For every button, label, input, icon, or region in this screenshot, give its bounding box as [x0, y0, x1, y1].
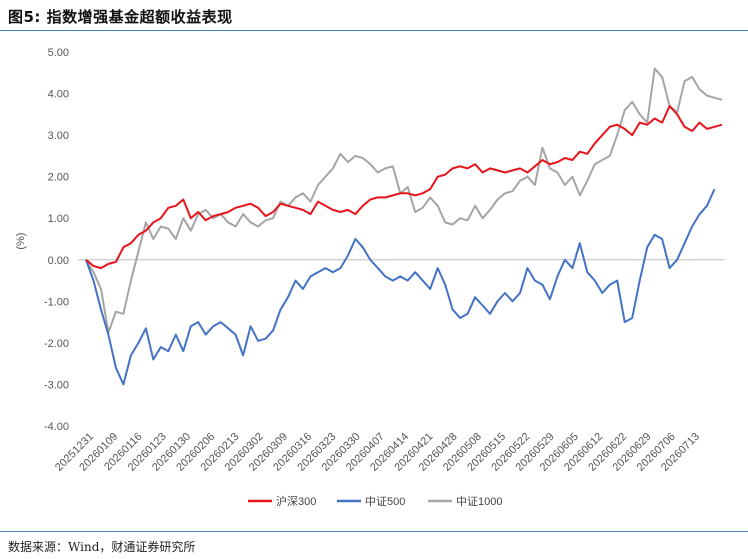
- y-tick-label: 1.00: [48, 213, 69, 225]
- y-tick-label: 5.00: [48, 47, 69, 59]
- bottom-divider: [0, 531, 748, 532]
- series-line: [85, 188, 716, 386]
- y-tick-label: 4.00: [48, 89, 69, 101]
- series-lines: [85, 67, 723, 386]
- source-note: 数据来源：Wind，财通证券研究所: [8, 540, 196, 554]
- top-divider: [0, 30, 748, 31]
- y-axis-label: (%): [15, 233, 27, 250]
- legend: 沪深300 中证500 中证1000: [248, 494, 502, 508]
- x-axis: 2025123120260109202601162026012320260130…: [53, 431, 702, 474]
- legend-label: 中证500: [365, 495, 405, 508]
- y-tick-label: 0.00: [48, 255, 69, 267]
- chart-title: 图5: 指数增强基金超额收益表现: [8, 8, 233, 26]
- y-tick-label: 2.00: [48, 172, 69, 184]
- y-tick-label: -2.00: [44, 338, 69, 350]
- y-tick-label: -4.00: [44, 421, 69, 433]
- y-tick-label: -3.00: [44, 379, 69, 391]
- series-line: [85, 67, 723, 334]
- y-axis: 5.00 4.00 3.00 2.00 1.00 0.00 -1.00 -2.00 -3.00 -…: [44, 47, 69, 433]
- y-tick-label: 3.00: [48, 130, 69, 142]
- line-chart: 5.00 4.00 3.00 2.00 1.00 0.00 -1.00 -2.00 -3.00 -…: [15, 47, 724, 508]
- legend-label: 沪深300: [276, 494, 316, 508]
- y-tick-label: -1.00: [44, 296, 69, 308]
- series-line: [85, 105, 723, 270]
- legend-label: 中证1000: [456, 495, 502, 508]
